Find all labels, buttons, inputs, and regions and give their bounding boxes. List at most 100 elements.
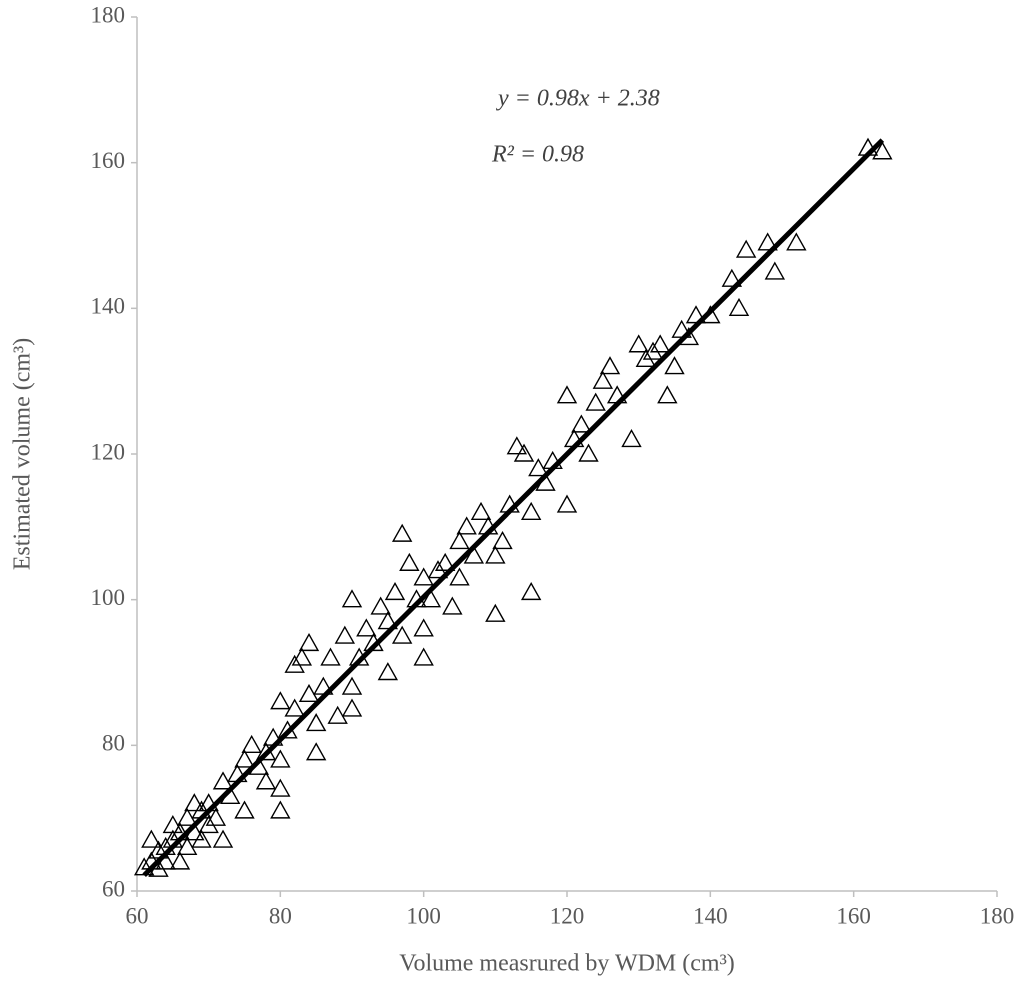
- point: [305, 713, 327, 732]
- point: [320, 647, 341, 666]
- y-tick-label: 80: [102, 731, 125, 756]
- point: [334, 625, 356, 644]
- point: [492, 530, 513, 550]
- point: [327, 705, 348, 724]
- point: [449, 567, 470, 586]
- point: [212, 771, 234, 790]
- point: [657, 385, 678, 404]
- point: [377, 611, 399, 630]
- point: [241, 734, 262, 754]
- y-tick-label: 120: [91, 439, 126, 464]
- point: [341, 589, 363, 608]
- point: [485, 545, 506, 564]
- r-squared: R² = 0.98: [491, 142, 584, 168]
- x-tick-label: 140: [693, 903, 728, 928]
- point: [757, 232, 778, 251]
- point: [578, 443, 599, 462]
- point: [370, 596, 391, 615]
- point: [176, 807, 198, 826]
- x-tick-label: 180: [980, 903, 1015, 928]
- point: [664, 356, 685, 375]
- point: [270, 800, 291, 819]
- point: [169, 851, 191, 870]
- point: [176, 836, 198, 855]
- point: [341, 676, 363, 695]
- point: [434, 552, 456, 571]
- point: [162, 815, 184, 834]
- point: [284, 698, 305, 717]
- point: [556, 494, 578, 513]
- point: [399, 552, 420, 571]
- point: [463, 545, 485, 564]
- point: [556, 385, 578, 404]
- point: [270, 749, 291, 768]
- point: [764, 261, 786, 280]
- point: [721, 268, 743, 287]
- point: [141, 829, 162, 848]
- y-tick-label: 140: [91, 294, 126, 319]
- point: [413, 618, 434, 637]
- point: [585, 392, 606, 411]
- point: [442, 596, 463, 615]
- point: [291, 647, 313, 666]
- point: [635, 348, 657, 368]
- point: [427, 560, 449, 579]
- point: [413, 567, 434, 586]
- point: [513, 443, 535, 462]
- point: [621, 429, 642, 448]
- equation: y = 0.98x + 2.38: [496, 86, 660, 112]
- point: [184, 793, 205, 812]
- point: [528, 458, 549, 477]
- point: [284, 654, 305, 673]
- x-tick-label: 80: [269, 903, 292, 928]
- point: [413, 647, 434, 666]
- point: [485, 603, 506, 622]
- point: [420, 589, 442, 608]
- point: [270, 778, 291, 797]
- point: [198, 815, 219, 834]
- point: [298, 632, 320, 652]
- point: [391, 625, 413, 644]
- x-axis-title: Volume measrured by WDM (cm³): [399, 951, 735, 977]
- point: [255, 771, 277, 790]
- point: [520, 581, 542, 601]
- point: [786, 232, 807, 251]
- point: [456, 516, 477, 535]
- point: [872, 141, 893, 160]
- point: [384, 581, 406, 601]
- point: [599, 356, 621, 375]
- point: [470, 501, 492, 520]
- point: [212, 829, 234, 848]
- point: [728, 297, 750, 317]
- point: [234, 800, 255, 819]
- y-tick-label: 60: [102, 876, 125, 901]
- y-tick-label: 160: [91, 148, 126, 173]
- point: [205, 807, 227, 826]
- point: [628, 334, 649, 353]
- y-tick-label: 100: [91, 585, 126, 610]
- y-axis-title: Estimated volume (cm³): [10, 338, 36, 570]
- point: [449, 530, 470, 550]
- point: [592, 370, 614, 389]
- point: [391, 523, 413, 542]
- point: [341, 698, 363, 717]
- point: [649, 334, 671, 353]
- x-tick-label: 160: [836, 903, 871, 928]
- x-tick-label: 60: [126, 903, 149, 928]
- x-tick-label: 120: [550, 903, 585, 928]
- point: [642, 341, 664, 360]
- point: [270, 691, 291, 710]
- point: [571, 414, 592, 433]
- point: [191, 829, 212, 848]
- y-tick-label: 180: [91, 2, 126, 27]
- point: [234, 749, 255, 768]
- point: [735, 239, 757, 258]
- point: [506, 436, 528, 455]
- x-tick-label: 100: [406, 903, 441, 928]
- point: [520, 501, 542, 520]
- point: [377, 662, 399, 681]
- point: [356, 618, 377, 637]
- point: [298, 683, 320, 703]
